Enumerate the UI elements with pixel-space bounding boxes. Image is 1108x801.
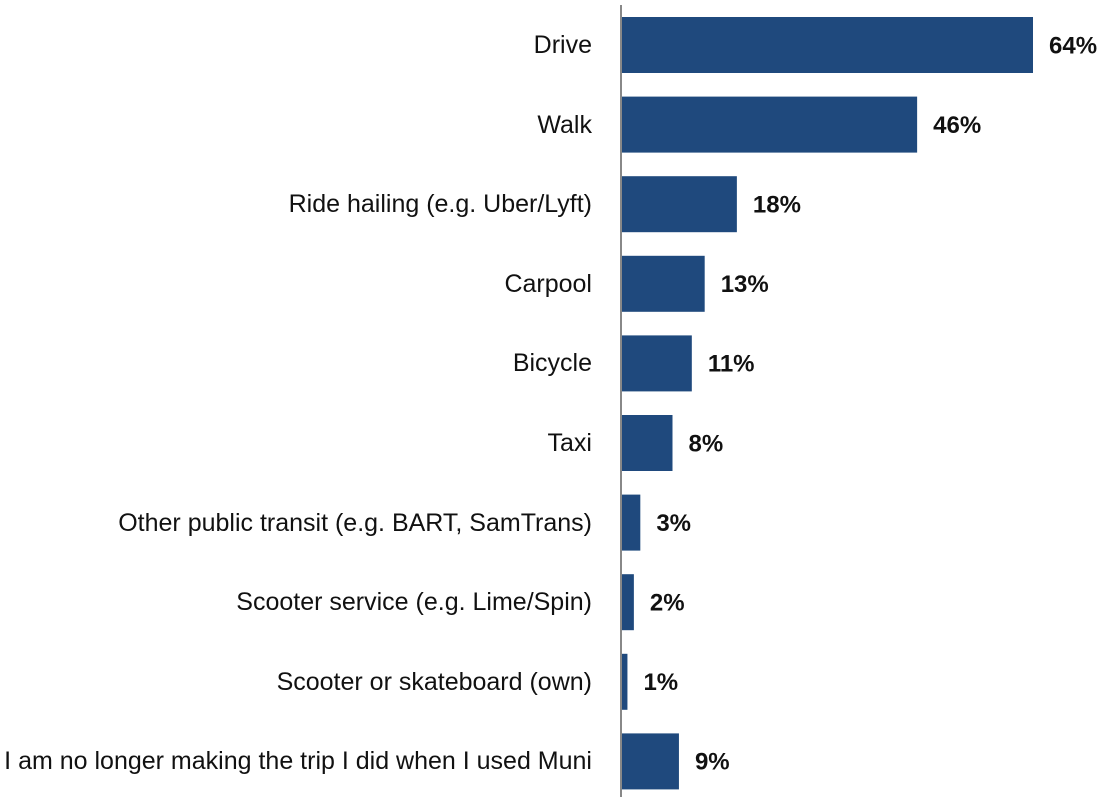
category-label: Walk [537,110,592,139]
bar [621,17,1033,73]
bar [621,733,679,790]
value-label: 18% [753,192,801,219]
category-label: Carpool [504,269,592,298]
value-label: 9% [695,749,730,776]
category-label: Drive [533,31,592,59]
category-label: Ride hailing (e.g. Uber/Lyft) [288,190,592,219]
bar [621,176,737,233]
category-label: Scooter or skateboard (own) [276,667,592,696]
category-label: I am no longer making the trip I did whe… [4,747,592,776]
bar [621,335,692,392]
bar [621,96,918,153]
category-label: Scooter service (e.g. Lime/Spin) [236,588,592,617]
value-label: 3% [656,510,691,537]
bar [621,415,673,471]
value-label: 13% [721,271,769,298]
bar [621,574,634,631]
category-label: Taxi [547,429,592,457]
value-label: 8% [689,430,724,457]
category-label: Bicycle [512,349,592,378]
value-label: 46% [933,112,981,139]
value-label: 2% [650,590,685,617]
category-label: Other public transit (e.g. BART, SamTran… [118,508,592,537]
value-label: 11% [708,351,755,378]
bar [621,653,628,710]
value-label: 64% [1049,32,1097,59]
bar [621,494,641,551]
bar [621,255,705,312]
value-label: 1% [643,669,678,696]
